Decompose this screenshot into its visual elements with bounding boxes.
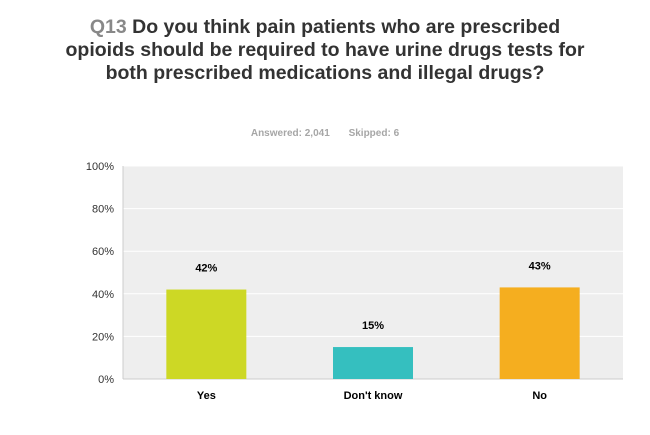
bar xyxy=(333,347,413,379)
x-tick-label: Don't know xyxy=(344,390,403,402)
question-number: Q13 xyxy=(89,16,127,38)
y-tick-label: 60% xyxy=(92,246,114,258)
skipped-count: Skipped: 6 xyxy=(348,128,400,139)
data-label: 43% xyxy=(529,260,551,272)
y-tick-label: 40% xyxy=(92,289,114,301)
data-label: 42% xyxy=(195,263,217,275)
y-tick-label: 20% xyxy=(92,331,114,343)
y-tick-label: 80% xyxy=(92,204,114,216)
answered-count: Answered: 2,041 xyxy=(250,128,330,139)
bar xyxy=(166,289,247,379)
x-tick-label: No xyxy=(532,390,547,402)
response-stats: Answered: 2,041 Skipped: 6 xyxy=(0,128,650,139)
x-tick-label: Yes xyxy=(197,390,216,402)
data-label: 15% xyxy=(362,320,384,332)
y-tick-label: 100% xyxy=(86,161,114,173)
question-text: Do you think pain patients who are presc… xyxy=(65,16,585,84)
question-title: Q13 Do you think pain patients who are p… xyxy=(60,16,590,85)
bar xyxy=(499,287,580,379)
y-tick-label: 0% xyxy=(98,374,114,386)
